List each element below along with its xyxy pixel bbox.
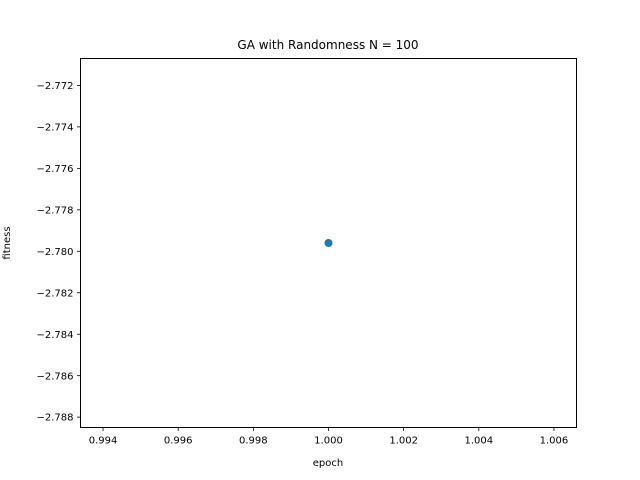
y-tick-label: −2.778 <box>36 205 73 216</box>
y-tick-label: −2.786 <box>36 371 73 382</box>
plot-area-frame <box>80 58 577 428</box>
y-tick-label: −2.782 <box>36 288 73 299</box>
x-tick-label: 1.002 <box>389 436 418 447</box>
x-axis-ticks: 0.994 0.996 0.998 1.000 1.002 1.004 1.006 <box>89 427 569 447</box>
y-tick-label: −2.780 <box>36 247 73 258</box>
y-tick-label: −2.784 <box>36 330 73 341</box>
y-tick-label: −2.776 <box>36 164 73 175</box>
data-point <box>324 239 333 247</box>
x-tick-label: 0.994 <box>89 436 118 447</box>
x-tick-label: 0.998 <box>239 436 268 447</box>
x-tick-label: 0.996 <box>164 436 193 447</box>
x-tick-label: 1.006 <box>540 436 569 447</box>
y-tick-label: −2.772 <box>36 81 73 92</box>
y-axis-ticks: −2.772 −2.774 −2.776 −2.778 −2.780 −2.782 −2.7… <box>36 81 81 424</box>
chart-title: GA with Randomness N = 100 <box>237 38 418 52</box>
x-axis-label: epoch <box>313 458 343 469</box>
y-tick-label: −2.774 <box>36 123 73 134</box>
x-tick-label: 1.004 <box>464 436 493 447</box>
y-tick-label: −2.788 <box>36 413 73 424</box>
y-axis-label: fitness <box>2 226 13 259</box>
x-tick-label: 1.000 <box>314 436 343 447</box>
data-points <box>324 239 333 247</box>
